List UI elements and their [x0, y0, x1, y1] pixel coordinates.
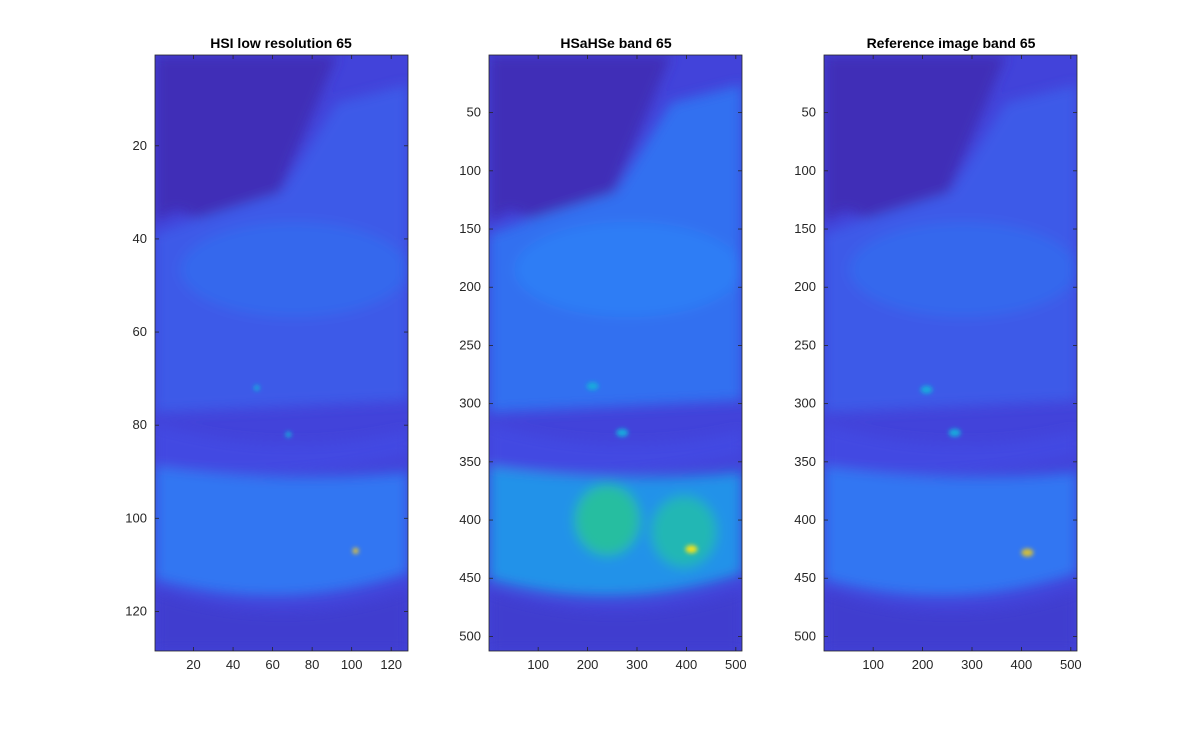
heatmap-intensity: [489, 55, 742, 651]
y-axis: 20 40 60 80 100 120: [125, 138, 408, 618]
hot-spot: [685, 545, 698, 554]
x-tick-label: 120: [380, 657, 402, 672]
hot-spot: [1021, 548, 1034, 557]
x-tick-label: 40: [226, 657, 240, 672]
y-tick-label: 250: [459, 337, 481, 352]
y-tick-label: 150: [794, 221, 816, 236]
hot-spot: [253, 384, 260, 391]
x-tick-label: 100: [527, 657, 549, 672]
hot-spot: [920, 385, 933, 394]
y-tick-label: 450: [459, 570, 481, 585]
y-tick-label: 40: [133, 231, 147, 246]
y-tick-label: 200: [794, 279, 816, 294]
axes-box: [488, 54, 743, 652]
y-tick-label: 400: [459, 512, 481, 527]
heatmap-hotspots: [586, 382, 698, 554]
axes-box: [154, 54, 409, 652]
x-tick-label: 200: [577, 657, 599, 672]
x-axis: 100 200 300 400 500: [527, 55, 747, 672]
hot-spot: [948, 428, 961, 437]
y-tick-label: 500: [459, 628, 481, 643]
y-axis: 50 100 150 200 250 300 350 400 450 500: [459, 105, 742, 643]
y-tick-label: 450: [794, 570, 816, 585]
y-tick-label: 50: [467, 105, 481, 120]
y-tick-label: 100: [459, 163, 481, 178]
heatmap-intensity: [824, 55, 1077, 651]
x-tick-label: 200: [912, 657, 934, 672]
y-tick-label: 300: [794, 396, 816, 411]
hot-spot: [616, 428, 629, 437]
x-tick-label: 60: [265, 657, 279, 672]
x-tick-label: 100: [341, 657, 363, 672]
y-tick-label: 350: [459, 454, 481, 469]
x-tick-label: 400: [676, 657, 698, 672]
y-axis: 50 100 150 200 250 300 350 400 450 500: [794, 105, 1077, 643]
y-tick-label: 300: [459, 396, 481, 411]
x-axis: 100 200 300 400 500: [862, 55, 1082, 672]
y-tick-label: 50: [802, 105, 816, 120]
x-tick-label: 20: [186, 657, 200, 672]
hot-spot: [352, 547, 359, 554]
subplot-title: HSaHSe band 65: [560, 35, 671, 51]
y-tick-label: 60: [133, 324, 147, 339]
x-tick-label: 500: [1060, 657, 1082, 672]
subplot-title: Reference image band 65: [867, 35, 1036, 51]
subplot-hsahse-band: HSaHSe band 65 100 200 300 400 500 50 100 150 2…: [459, 35, 746, 672]
x-axis: 20 40 60 80 100 120: [186, 55, 402, 672]
y-tick-label: 120: [125, 603, 147, 618]
x-tick-label: 500: [725, 657, 747, 672]
heatmap-hotspots: [253, 384, 359, 554]
x-tick-label: 80: [305, 657, 319, 672]
x-tick-label: 300: [961, 657, 983, 672]
subplot-title: HSI low resolution 65: [210, 35, 352, 51]
y-tick-label: 20: [133, 138, 147, 153]
axes-box: [823, 54, 1078, 652]
y-tick-label: 150: [459, 221, 481, 236]
y-tick-label: 100: [125, 510, 147, 525]
y-tick-label: 250: [794, 337, 816, 352]
hot-spot: [285, 431, 292, 438]
subplot-reference-image-band: Reference image band 65 100 200 300 400 500 …: [794, 35, 1081, 672]
heatmap-hotspots: [920, 385, 1034, 557]
y-tick-label: 100: [794, 163, 816, 178]
heatmap-intensity: [155, 55, 408, 651]
x-tick-label: 400: [1011, 657, 1033, 672]
subplot-hsi-low-resolution: HSI low resolution 65 20 40 60 80 100 120 20 4…: [125, 35, 409, 672]
y-tick-label: 400: [794, 512, 816, 527]
hot-spot: [586, 382, 599, 391]
x-tick-label: 300: [626, 657, 648, 672]
y-tick-label: 350: [794, 454, 816, 469]
y-tick-label: 80: [133, 417, 147, 432]
x-tick-label: 100: [862, 657, 884, 672]
y-tick-label: 200: [459, 279, 481, 294]
y-tick-label: 500: [794, 628, 816, 643]
